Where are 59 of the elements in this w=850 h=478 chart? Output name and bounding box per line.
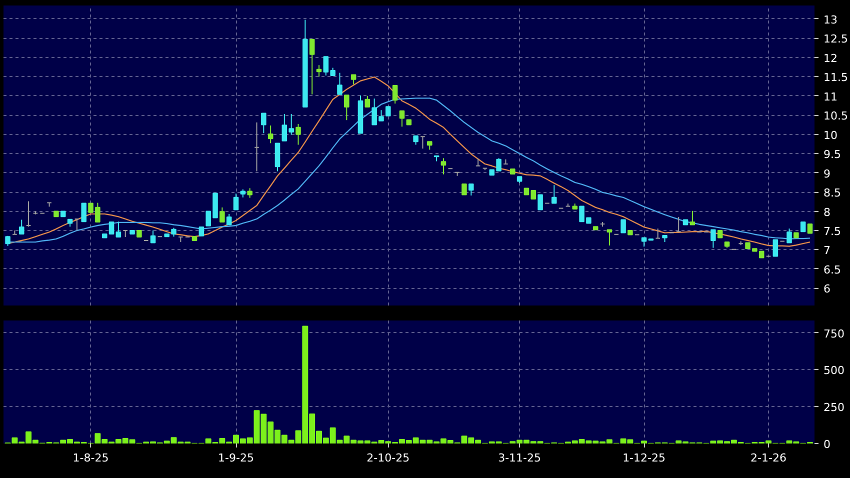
y-tick-label: 9.5	[824, 148, 841, 162]
y-tick-label: 6	[824, 282, 830, 296]
y-tick-label: 8	[824, 206, 830, 219]
candlestick	[786, 228, 792, 244]
y-tick-label: 12.5	[824, 32, 848, 46]
candlestick	[247, 188, 252, 198]
candlestick	[772, 239, 778, 257]
y-tick-label: 250	[824, 401, 844, 414]
candlestick	[233, 193, 239, 210]
candlestick	[468, 183, 474, 196]
candlestick	[392, 85, 398, 104]
y-tick-label: 750	[824, 327, 844, 340]
candlestick	[800, 222, 806, 232]
candlestick	[551, 184, 557, 204]
y-tick-label: 9	[824, 167, 830, 180]
y-tick-label: 12	[824, 52, 838, 65]
y-tick-label: 8.5	[824, 186, 841, 200]
candlestick	[261, 112, 266, 134]
candlestick	[364, 95, 370, 108]
candlestick	[337, 72, 342, 95]
candlestick	[296, 123, 301, 146]
candlestick	[344, 94, 350, 121]
candlestick	[462, 183, 467, 196]
x-tick-label: 3-11-25	[498, 452, 542, 464]
candlestick	[220, 206, 225, 223]
candlestick	[81, 202, 87, 222]
candlestick	[538, 194, 543, 210]
x-tick-label: 1-12-25	[622, 452, 666, 464]
x-tick-label: 2-1-26	[750, 452, 786, 464]
y-tick-label: 11.5	[824, 71, 848, 84]
y-tick-label: 13	[824, 13, 838, 26]
candlestick	[150, 230, 156, 244]
candlestick	[386, 106, 391, 116]
y-tick-label: 500	[824, 364, 844, 378]
y-tick-label: 6.5	[824, 263, 841, 276]
candlestick	[116, 221, 122, 238]
x-tick-label: 1-8-25	[72, 452, 109, 464]
candlestick	[226, 213, 232, 226]
candlestick	[309, 38, 315, 95]
y-tick-label: 10	[824, 128, 838, 142]
y-tick-label: 7.5	[824, 225, 841, 238]
candlestick	[440, 158, 446, 175]
candlestick	[268, 125, 274, 144]
candlestick	[274, 142, 280, 172]
candlestick	[399, 110, 405, 128]
x-tick-label: 2-10-25	[366, 452, 410, 464]
candlestick	[620, 219, 626, 234]
x-tick-label: 1-9-25	[218, 452, 254, 464]
candlestick	[807, 223, 813, 234]
candlestick	[690, 210, 696, 226]
candlestick	[710, 229, 716, 248]
y-tick-label: 10.5	[824, 110, 848, 123]
y-tick-label: 0	[824, 438, 830, 451]
candlestick	[606, 229, 612, 246]
y-tick-label: 11	[824, 90, 838, 104]
candlestick	[316, 64, 322, 78]
candlestick	[18, 219, 24, 234]
y-tick-label: 7	[824, 244, 830, 258]
candlestick	[350, 74, 356, 85]
